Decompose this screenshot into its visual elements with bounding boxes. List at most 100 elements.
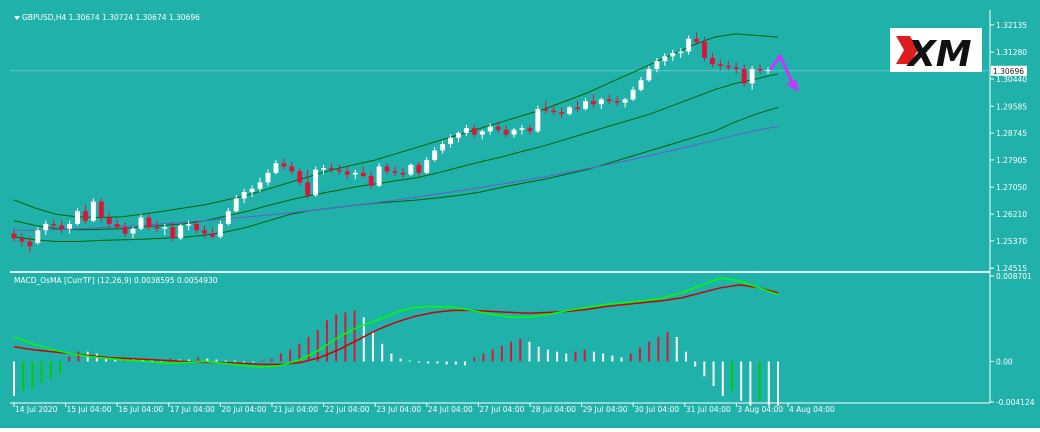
- candle-body: [154, 227, 160, 229]
- candle-body: [241, 192, 247, 199]
- bollinger-lower-line: [13, 106, 779, 242]
- macd-pane: [13, 277, 779, 406]
- candle-body: [51, 223, 57, 226]
- forecast-arrow-line: [768, 53, 794, 83]
- candle: [471, 124, 477, 138]
- candle: [670, 49, 676, 62]
- candle: [273, 160, 279, 175]
- price-axis-strip: [990, 10, 1030, 410]
- candle: [154, 220, 160, 232]
- candle: [265, 169, 271, 186]
- candle: [146, 214, 152, 231]
- candle-body: [662, 56, 668, 62]
- candle: [35, 227, 41, 245]
- candle-body: [19, 238, 25, 242]
- time-tick-label: 4 Aug 04:00: [789, 405, 835, 414]
- histogram-bar: [13, 361, 15, 396]
- histogram-bar: [694, 361, 697, 367]
- candle-body: [725, 65, 731, 68]
- logo-text: XM: [906, 34, 972, 75]
- candle: [289, 161, 295, 175]
- candle-body: [257, 182, 263, 189]
- candle-body: [741, 69, 747, 84]
- candle: [733, 62, 739, 74]
- candle: [321, 164, 326, 175]
- histogram-bar: [721, 361, 724, 396]
- candle: [630, 86, 636, 102]
- candle-body: [487, 126, 493, 132]
- candle-body: [463, 128, 469, 133]
- candle-body: [622, 99, 628, 103]
- candle: [368, 171, 374, 189]
- candle-body: [456, 132, 461, 138]
- candle-body: [575, 107, 580, 109]
- histogram-bar: [546, 349, 549, 362]
- histogram-bar: [602, 353, 605, 362]
- candle-body: [178, 225, 184, 239]
- candle-body: [59, 225, 65, 229]
- candle: [511, 128, 517, 138]
- histogram-bar: [40, 361, 43, 384]
- candle-body: [654, 61, 660, 70]
- candle-body: [535, 108, 541, 132]
- candle-body: [305, 182, 311, 196]
- candle-body: [376, 166, 382, 186]
- candle: [138, 214, 144, 231]
- histogram-bar: [298, 343, 301, 362]
- histogram-bar: [418, 361, 421, 363]
- candle: [686, 35, 692, 55]
- candle-body: [98, 201, 104, 218]
- candle-body: [598, 99, 604, 105]
- candle: [194, 220, 200, 234]
- histogram-bar: [252, 361, 255, 363]
- candle: [98, 198, 104, 223]
- candle: [654, 57, 660, 73]
- time-tick-label: 14 Jul 2020: [15, 405, 58, 414]
- histogram-bar: [657, 336, 660, 362]
- candle: [662, 53, 668, 66]
- candle-body: [321, 168, 326, 170]
- chart-header: GBPUSD,H4 1.30674 1.30724 1.30674 1.3069…: [22, 13, 200, 22]
- histogram-bar: [684, 351, 687, 362]
- candle-body: [170, 227, 176, 239]
- candle: [170, 222, 176, 242]
- histogram-bar: [464, 361, 467, 366]
- candle: [217, 220, 223, 239]
- time-tick-label: 23 Jul 04:00: [376, 405, 421, 414]
- candle: [717, 59, 723, 71]
- candle: [709, 53, 715, 68]
- candle-body: [670, 53, 676, 57]
- histogram-bar: [740, 361, 743, 401]
- histogram-bar: [353, 310, 356, 362]
- histogram-bar: [537, 346, 540, 362]
- candle: [209, 227, 215, 239]
- macd-tick-label: -0.004124: [996, 398, 1035, 407]
- candle-body: [582, 101, 588, 109]
- candle: [392, 166, 398, 177]
- histogram-bar: [114, 358, 117, 362]
- histogram-bar: [675, 336, 678, 362]
- histogram-bar: [427, 361, 430, 364]
- histogram-bar: [482, 353, 485, 362]
- histogram-bar: [270, 358, 273, 362]
- price-axis: 1.32135 1.31280 1.30440 1.29585 1.28745 1.279…: [990, 21, 1035, 407]
- collapse-triangle-icon[interactable]: [14, 16, 20, 20]
- candle: [448, 134, 453, 148]
- candle: [456, 131, 461, 143]
- candle: [606, 94, 612, 105]
- candle: [678, 48, 684, 58]
- macd-header: MACD_OsMA [CurrTF] (12,26,9) 0.0038595 0…: [14, 276, 218, 285]
- candle-body: [392, 171, 398, 173]
- candle-body: [162, 227, 168, 229]
- candle: [122, 222, 128, 237]
- candle: [614, 96, 620, 106]
- candle: [67, 220, 73, 234]
- candle: [59, 220, 65, 234]
- candle: [694, 32, 700, 46]
- candle-body: [225, 211, 231, 224]
- histogram-bar: [344, 312, 347, 362]
- candle: [551, 104, 557, 116]
- histogram-bar: [215, 359, 218, 362]
- candle-body: [559, 112, 565, 114]
- candle-body: [440, 144, 446, 151]
